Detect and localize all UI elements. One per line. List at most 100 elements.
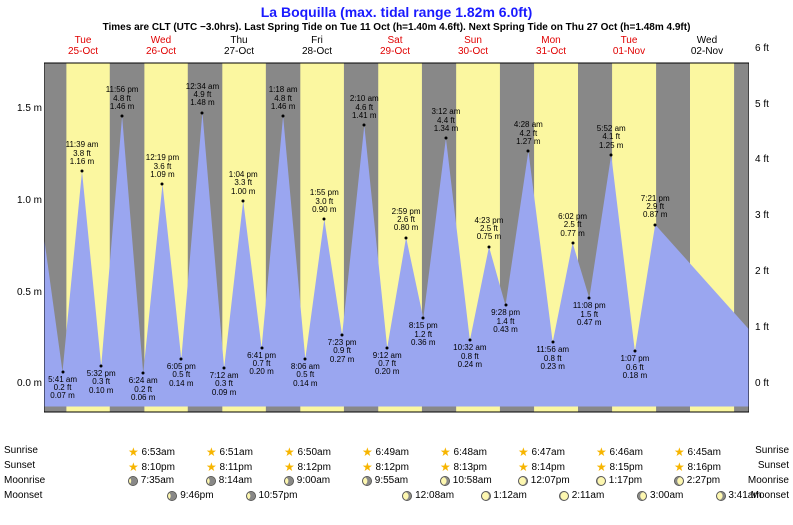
sunset-cell: ★ 8:10pm: [128, 460, 175, 474]
tide-dot: [161, 183, 164, 186]
sunrise-cell: ★ 6:46am: [596, 445, 643, 459]
tide-dot: [323, 218, 326, 221]
tide-label: 1:18 am4.8 ft1.46 m: [269, 86, 298, 111]
tide-dot: [121, 115, 124, 118]
tide-dot: [242, 199, 245, 202]
tide-label: 11:56 pm4.8 ft1.46 m: [106, 86, 139, 111]
moonrise-cell: 9:00am: [284, 475, 330, 486]
sunset-cell: ★ 8:11pm: [206, 460, 252, 474]
tide-dot: [282, 115, 285, 118]
moon-icon: [128, 476, 138, 486]
tide-dot: [386, 346, 389, 349]
tide-dot: [610, 153, 613, 156]
label-moonset-left: Moonset: [4, 490, 42, 501]
tide-label: 6:02 pm2.5 ft0.77 m: [558, 213, 587, 238]
moon-icon: [362, 476, 372, 486]
moon-icon: [402, 491, 412, 501]
tide-label: 12:34 am4.9 ft1.48 m: [186, 83, 219, 108]
tide-dot: [223, 366, 226, 369]
tide-dot: [468, 339, 471, 342]
label-sunrise-left: Sunrise: [4, 445, 38, 456]
tide-label: 12:19 pm3.6 ft1.09 m: [146, 154, 179, 179]
sunset-icon: ★: [674, 460, 685, 474]
tide-label: 2:59 pm2.6 ft0.80 m: [392, 208, 421, 233]
moonset-cell: 10:57pm: [246, 490, 298, 501]
tide-label: 9:28 pm1.4 ft0.43 m: [491, 309, 520, 334]
tide-label: 2:10 am4.6 ft1.41 m: [350, 95, 379, 120]
tide-label: 4:28 am4.2 ft1.27 m: [514, 121, 543, 146]
tide-dot: [341, 333, 344, 336]
day-header: Thu27-Oct: [200, 35, 278, 57]
day-header: Tue01-Nov: [590, 35, 668, 57]
tide-label: 8:15 pm1.2 ft0.36 m: [409, 322, 438, 347]
chart-title: La Boquilla (max. tidal range 1.82m 6.0f…: [0, 4, 793, 20]
tide-label: 3:12 am4.4 ft1.34 m: [431, 108, 460, 133]
moonrise-cell: 12:07pm: [518, 475, 570, 486]
sunset-icon: ★: [206, 460, 217, 474]
tide-label: 7:23 pm0.9 ft0.27 m: [328, 339, 357, 364]
moon-icon: [596, 476, 606, 486]
sunset-icon: ★: [596, 460, 607, 474]
tide-dot: [487, 245, 490, 248]
tide-dot: [81, 170, 84, 173]
sunrise-icon: ★: [674, 445, 685, 459]
tide-label: 11:56 am0.8 ft0.23 m: [536, 346, 569, 371]
sunset-cell: ★ 8:12pm: [362, 460, 409, 474]
moon-icon: [284, 476, 294, 486]
day-header: Sat29-Oct: [356, 35, 434, 57]
tide-dot: [527, 150, 530, 153]
tide-label: 11:08 pm1.5 ft0.47 m: [573, 302, 606, 327]
moon-icon: [206, 476, 216, 486]
label-sunrise-right: Sunrise: [755, 445, 789, 456]
sunset-icon: ★: [284, 460, 295, 474]
day-header: Tue25-Oct: [44, 35, 122, 57]
label-moonset-right: Moonset: [751, 490, 789, 501]
day-header: Sun30-Oct: [434, 35, 512, 57]
y-right-tick: 4 ft: [755, 154, 769, 165]
sunrise-icon: ★: [128, 445, 139, 459]
y-right-tick: 2 ft: [755, 266, 769, 277]
sunset-cell: ★ 8:16pm: [674, 460, 721, 474]
tide-dot: [304, 357, 307, 360]
tide-dot: [633, 350, 636, 353]
moon-icon: [481, 491, 491, 501]
tide-dot: [654, 223, 657, 226]
sunrise-icon: ★: [206, 445, 217, 459]
moonset-cell: 2:11am: [559, 490, 604, 501]
sunrise-cell: ★ 6:49am: [362, 445, 409, 459]
moonset-cell: 12:08am: [402, 490, 454, 501]
moonrise-cell: 8:14am: [206, 475, 252, 486]
moon-icon: [167, 491, 177, 501]
sunrise-icon: ★: [284, 445, 295, 459]
moonset-cell: 1:12am: [481, 490, 527, 501]
day-header: Fri28-Oct: [278, 35, 356, 57]
tide-dot: [504, 304, 507, 307]
tide-label: 1:07 pm0.6 ft0.18 m: [620, 355, 649, 380]
moon-icon: [559, 491, 569, 501]
tide-dot: [588, 297, 591, 300]
moon-icon: [637, 491, 647, 501]
sunset-icon: ★: [440, 460, 451, 474]
tide-label: 7:12 am0.3 ft0.09 m: [210, 372, 239, 397]
sunset-cell: ★ 8:14pm: [518, 460, 565, 474]
sunrise-cell: ★ 6:51am: [206, 445, 253, 459]
tide-label: 1:04 pm3.3 ft1.00 m: [229, 171, 258, 196]
day-header: Wed02-Nov: [668, 35, 746, 57]
tide-label: 11:39 am3.8 ft1.16 m: [66, 141, 99, 166]
tide-label: 5:41 am0.2 ft0.07 m: [48, 376, 77, 401]
label-sunset-right: Sunset: [758, 460, 789, 471]
sunrise-cell: ★ 6:50am: [284, 445, 331, 459]
tide-chart: La Boquilla (max. tidal range 1.82m 6.0f…: [0, 0, 793, 525]
tide-dot: [571, 242, 574, 245]
y-left-tick: 1.5 m: [8, 103, 42, 114]
tide-label: 1:55 pm3.0 ft0.90 m: [310, 189, 339, 214]
y-right-tick: 5 ft: [755, 99, 769, 110]
tide-label: 6:41 pm0.7 ft0.20 m: [247, 352, 276, 377]
tide-dot: [142, 372, 145, 375]
tide-label: 8:06 am0.5 ft0.14 m: [291, 363, 320, 388]
tide-label: 9:12 am0.7 ft0.20 m: [373, 352, 402, 377]
tide-label: 6:24 am0.2 ft0.06 m: [129, 377, 158, 402]
label-sunset-left: Sunset: [4, 460, 35, 471]
sunrise-icon: ★: [362, 445, 373, 459]
sunrise-cell: ★ 6:48am: [440, 445, 487, 459]
